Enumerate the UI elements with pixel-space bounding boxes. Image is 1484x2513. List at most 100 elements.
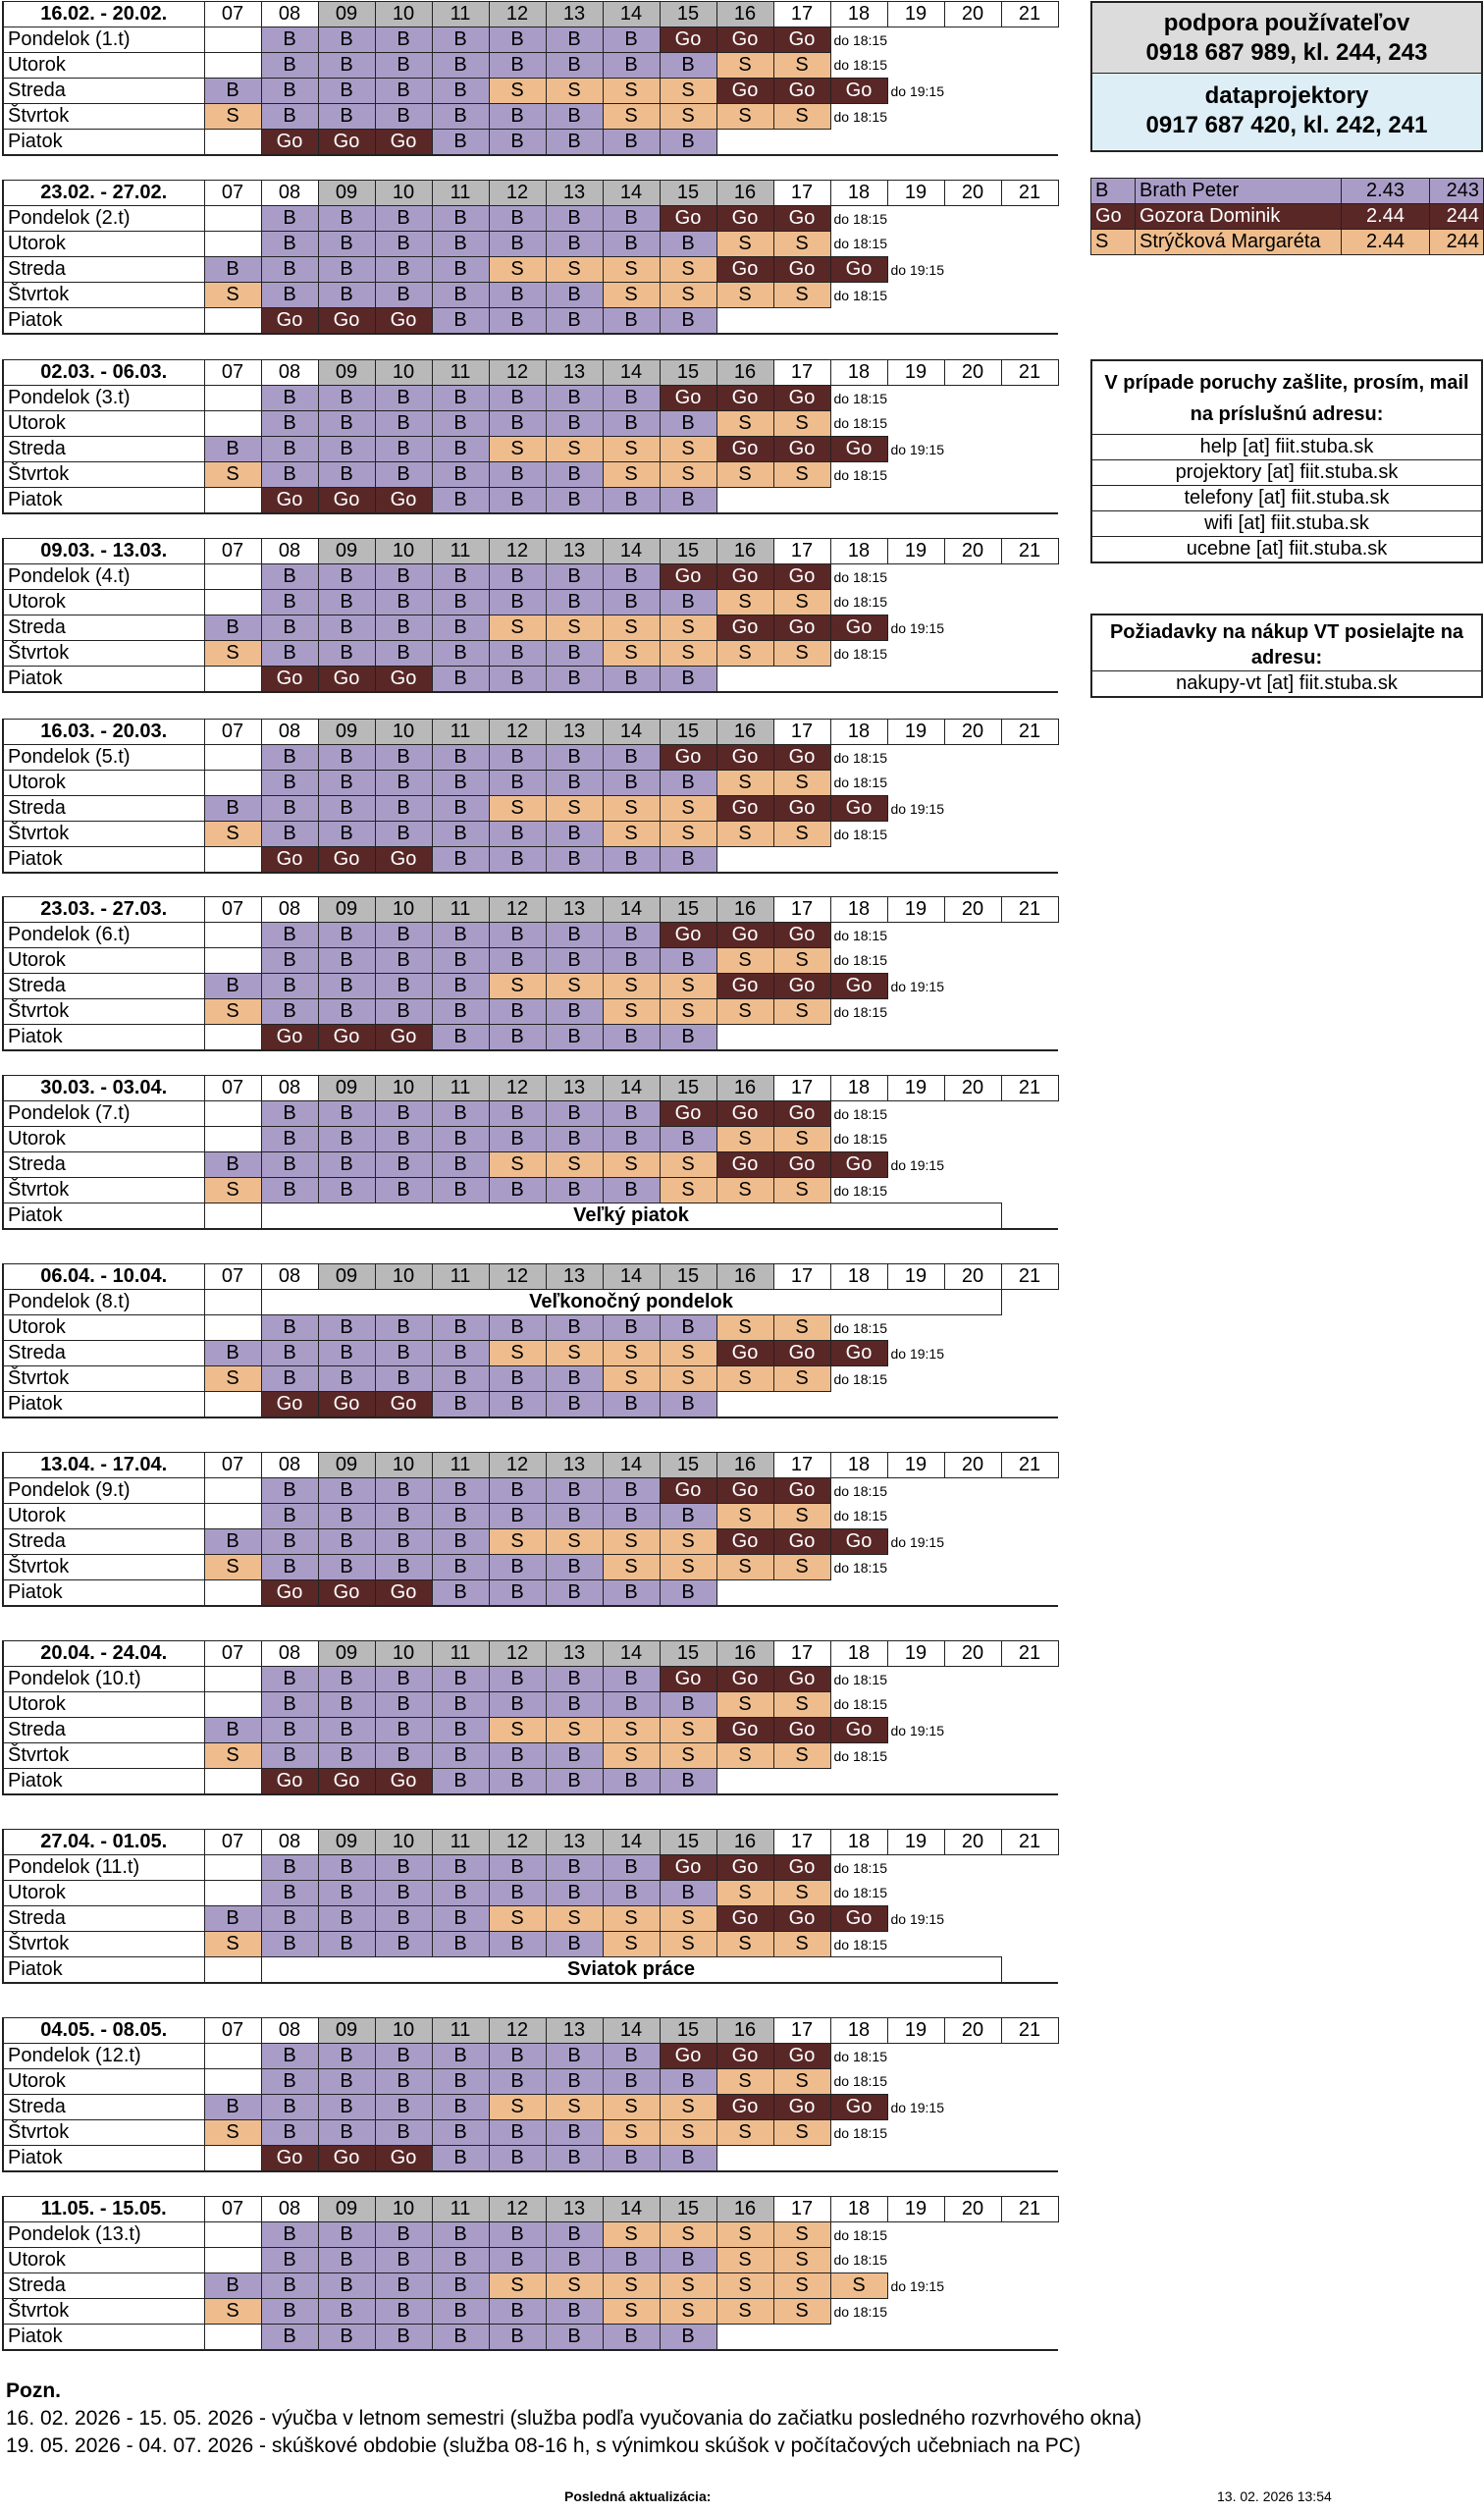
notes-line-1: 16. 02. 2026 - 15. 05. 2026 - výučba v l… <box>6 2407 1142 2430</box>
duty-slot: Go <box>829 1905 888 1932</box>
duty-slot: S <box>545 1340 604 1366</box>
duty-slot: B <box>317 563 376 590</box>
duty-slot: B <box>260 1365 319 1392</box>
duty-slot: B <box>374 1931 433 1957</box>
closing-time-note: do 18:15 <box>829 589 1058 615</box>
closing-time-note <box>716 1768 1058 1795</box>
hour-header: 08 <box>260 1452 319 1478</box>
duty-slot: S <box>716 1365 774 1392</box>
day-name: Streda <box>2 973 205 999</box>
day-name: Streda <box>2 2272 205 2299</box>
duty-slot: B <box>602 1314 661 1341</box>
duty-slot: B <box>203 2094 262 2120</box>
duty-slot: S <box>772 1742 831 1769</box>
hour-header: 21 <box>1000 1640 1059 1667</box>
fault-email[interactable]: telefony [at] fiit.stuba.sk <box>1092 486 1481 511</box>
duty-slot: B <box>659 1880 717 1906</box>
purchase-email[interactable]: nakupy-vt [at] fiit.stuba.sk <box>1092 670 1481 696</box>
fault-email[interactable]: ucebne [at] fiit.stuba.sk <box>1186 538 1388 560</box>
empty-slot <box>203 947 262 974</box>
duty-slot: Go <box>317 1024 376 1051</box>
week-block: 16.03. - 20.03. 07 08 09 10 11 12 13 14 15 16 17 18 1… <box>2 719 1059 874</box>
duty-slot: B <box>317 2119 376 2146</box>
duty-slot: B <box>488 2145 547 2172</box>
duty-slot: S <box>716 410 774 437</box>
hour-header: 15 <box>659 2196 717 2222</box>
duty-slot: B <box>488 231 547 257</box>
legend-code: B <box>1090 178 1136 204</box>
duty-slot: S <box>659 282 717 308</box>
duty-slot: B <box>488 744 547 771</box>
duty-slot: B <box>659 1503 717 1529</box>
closing-time-note: do 18:15 <box>829 1554 1058 1580</box>
duty-slot: Go <box>716 78 774 104</box>
hour-header: 11 <box>431 1640 490 1667</box>
duty-slot: B <box>488 770 547 796</box>
hour-header: 15 <box>659 180 717 206</box>
duty-slot: B <box>659 1314 717 1341</box>
hour-header: 13 <box>545 1829 604 1855</box>
duty-slot: B <box>602 589 661 615</box>
closing-time-note: do 18:15 <box>829 640 1058 667</box>
hour-header: 09 <box>317 180 376 206</box>
duty-slot: B <box>431 1391 490 1418</box>
day-name: Piatok <box>2 1024 205 1051</box>
closing-time-note <box>716 487 1058 514</box>
duty-slot: S <box>716 2119 774 2146</box>
fault-email[interactable]: wifi [at] fiit.stuba.sk <box>1092 511 1481 537</box>
fault-email[interactable]: projektory [at] fiit.stuba.sk <box>1092 460 1481 486</box>
week-block: 23.02. - 27.02. 07 08 09 10 11 12 13 14 15 16 17 18 1… <box>2 180 1059 335</box>
day-name: Streda <box>2 615 205 641</box>
duty-slot: B <box>488 205 547 232</box>
duty-slot: B <box>374 1151 433 1178</box>
duty-slot: S <box>716 1742 774 1769</box>
hour-header: 18 <box>829 1 888 27</box>
duty-slot: S <box>716 947 774 974</box>
duty-slot: B <box>260 1880 319 1906</box>
hour-header: 09 <box>317 1452 376 1478</box>
duty-slot: S <box>203 821 262 847</box>
closing-time-note: do 18:15 <box>829 103 1058 130</box>
duty-slot: S <box>772 821 831 847</box>
duty-slot: Go <box>716 1854 774 1881</box>
duty-slot: Go <box>374 1768 433 1795</box>
duty-slot: B <box>260 461 319 488</box>
duty-slot: B <box>659 770 717 796</box>
duty-slot: B <box>488 1477 547 1504</box>
hour-header: 13 <box>545 180 604 206</box>
fault-email[interactable]: help [at] fiit.stuba.sk <box>1092 435 1481 460</box>
closing-time-note: do 18:15 <box>829 231 1058 257</box>
closing-time-note <box>716 666 1058 693</box>
duty-slot: Go <box>716 795 774 822</box>
week-block: 04.05. - 08.05. 07 08 09 10 11 12 13 14 15 16 17 18 1… <box>2 2017 1059 2172</box>
duty-slot: B <box>260 563 319 590</box>
duty-slot: B <box>488 307 547 335</box>
hour-header: 17 <box>772 1 831 27</box>
duty-slot: B <box>659 1691 717 1718</box>
duty-slot: B <box>488 922 547 948</box>
duty-slot: Go <box>716 1717 774 1743</box>
duty-slot: B <box>374 821 433 847</box>
closing-time-note: do 18:15 <box>829 1880 1058 1906</box>
closing-time-note: do 19:15 <box>886 2272 1058 2299</box>
hour-header: 12 <box>488 1640 547 1667</box>
closing-time-note <box>716 129 1058 156</box>
duty-slot: S <box>545 1905 604 1932</box>
day-name: Piatok <box>2 1956 205 1984</box>
duty-slot: S <box>488 436 547 462</box>
closing-time-note: do 19:15 <box>886 1151 1058 1178</box>
hour-header: 16 <box>716 1452 774 1478</box>
hour-header: 09 <box>317 2017 376 2044</box>
hour-header: 20 <box>943 2017 1002 2044</box>
duty-slot: B <box>374 205 433 232</box>
closing-time-note: do 18:15 <box>829 1503 1058 1529</box>
duty-slot: B <box>545 27 604 53</box>
duty-slot: B <box>488 1880 547 1906</box>
hour-header: 07 <box>203 1 262 27</box>
duty-slot: B <box>374 563 433 590</box>
hour-header: 13 <box>545 1263 604 1290</box>
duty-slot: S <box>545 973 604 999</box>
closing-time-note <box>716 846 1058 874</box>
duty-slot: B <box>374 2272 433 2299</box>
duty-slot: B <box>203 615 262 641</box>
